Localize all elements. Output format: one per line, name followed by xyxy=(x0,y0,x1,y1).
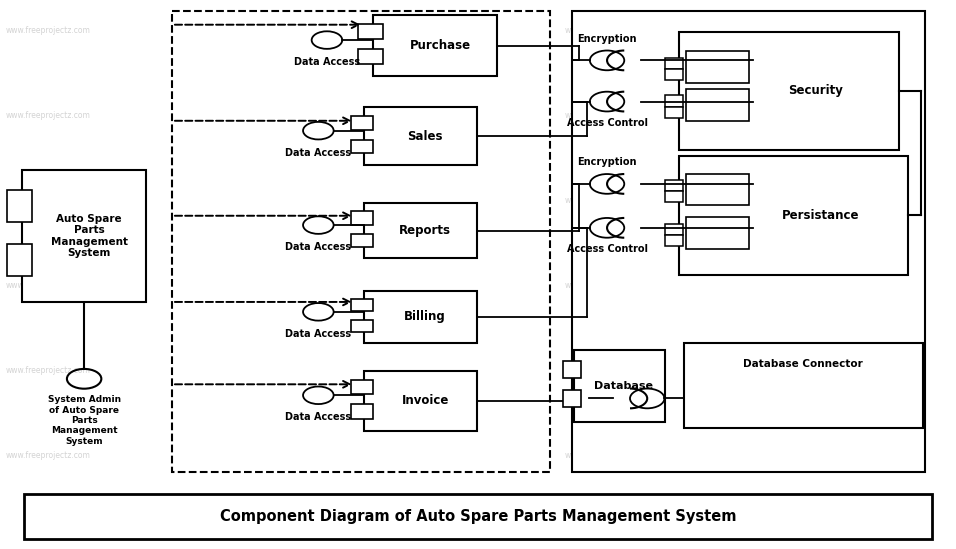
Bar xyxy=(574,350,665,422)
Text: www.freeprojectz.com: www.freeprojectz.com xyxy=(565,281,649,290)
Bar xyxy=(686,89,749,121)
Bar xyxy=(664,69,684,80)
Text: www.freeprojectz.com: www.freeprojectz.com xyxy=(6,26,90,35)
Bar xyxy=(351,139,373,153)
Bar xyxy=(664,107,684,118)
Text: Data Access: Data Access xyxy=(285,329,352,339)
Bar xyxy=(563,361,581,378)
Text: Access Control: Access Control xyxy=(567,118,647,128)
Text: www.freeprojectz.com: www.freeprojectz.com xyxy=(6,111,90,120)
Bar xyxy=(664,180,684,191)
Text: www.freeprojectz.com: www.freeprojectz.com xyxy=(379,26,463,35)
Text: www.freeprojectz.com: www.freeprojectz.com xyxy=(751,111,836,120)
Text: Purchase: Purchase xyxy=(409,39,470,52)
Bar xyxy=(24,494,932,539)
Text: www.freeprojectz.com: www.freeprojectz.com xyxy=(565,196,649,205)
Bar xyxy=(664,235,684,246)
Bar xyxy=(686,173,749,205)
Text: www.freeprojectz.com: www.freeprojectz.com xyxy=(192,281,276,290)
Text: www.freeprojectz.com: www.freeprojectz.com xyxy=(751,196,836,205)
Text: www.freeprojectz.com: www.freeprojectz.com xyxy=(565,26,649,35)
Text: www.freeprojectz.com: www.freeprojectz.com xyxy=(751,26,836,35)
Text: www.freeprojectz.com: www.freeprojectz.com xyxy=(192,451,276,460)
Bar xyxy=(664,58,684,69)
Text: Database Connector: Database Connector xyxy=(743,360,863,369)
Text: www.freeprojectz.com: www.freeprojectz.com xyxy=(6,281,90,290)
Text: www.freeprojectz.com: www.freeprojectz.com xyxy=(379,451,463,460)
Text: www.freeprojectz.com: www.freeprojectz.com xyxy=(6,366,90,375)
Text: www.freeprojectz.com: www.freeprojectz.com xyxy=(751,451,836,460)
Bar xyxy=(572,11,925,472)
Bar xyxy=(664,223,684,235)
Text: Sales: Sales xyxy=(407,130,443,143)
Text: Data Access: Data Access xyxy=(285,148,352,158)
Text: Security: Security xyxy=(788,85,842,97)
Text: Encryption: Encryption xyxy=(577,158,637,167)
Text: www.freeprojectz.com: www.freeprojectz.com xyxy=(751,366,836,375)
Text: Reports: Reports xyxy=(400,224,451,237)
Text: Invoice: Invoice xyxy=(402,394,448,407)
Text: www.freeprojectz.com: www.freeprojectz.com xyxy=(565,366,649,375)
Text: Encryption: Encryption xyxy=(577,34,637,44)
Text: www.freeprojectz.com: www.freeprojectz.com xyxy=(379,196,463,205)
Bar xyxy=(358,25,382,39)
Bar xyxy=(686,52,749,83)
Text: Component Diagram of Auto Spare Parts Management System: Component Diagram of Auto Spare Parts Ma… xyxy=(220,509,736,524)
Bar xyxy=(358,49,382,64)
Text: www.freeprojectz.com: www.freeprojectz.com xyxy=(379,111,463,120)
Bar xyxy=(686,217,749,249)
Text: www.freeprojectz.com: www.freeprojectz.com xyxy=(192,196,276,205)
Bar xyxy=(664,96,684,107)
Text: www.freeprojectz.com: www.freeprojectz.com xyxy=(192,366,276,375)
Text: Data Access: Data Access xyxy=(293,57,360,67)
Text: www.freeprojectz.com: www.freeprojectz.com xyxy=(565,451,649,460)
Text: Access Control: Access Control xyxy=(567,244,647,254)
Bar xyxy=(351,211,373,225)
Text: www.freeprojectz.com: www.freeprojectz.com xyxy=(6,196,90,205)
Text: Data Access: Data Access xyxy=(285,242,352,252)
Bar xyxy=(364,291,477,343)
Bar xyxy=(351,379,373,394)
Text: Auto Spare
Parts
Management
System: Auto Spare Parts Management System xyxy=(51,214,127,259)
Bar xyxy=(679,156,908,274)
Bar xyxy=(563,390,581,407)
Text: Database: Database xyxy=(594,381,653,391)
Bar xyxy=(364,108,477,165)
Bar xyxy=(351,320,373,333)
Bar xyxy=(684,343,923,428)
Text: Data Access: Data Access xyxy=(285,412,352,422)
Text: Persistance: Persistance xyxy=(782,209,859,222)
Text: www.freeprojectz.com: www.freeprojectz.com xyxy=(192,26,276,35)
Bar xyxy=(351,405,373,419)
Bar xyxy=(364,203,477,258)
Text: www.freeprojectz.com: www.freeprojectz.com xyxy=(6,451,90,460)
Bar xyxy=(364,371,477,431)
Bar xyxy=(172,11,550,472)
Bar xyxy=(22,170,146,302)
Text: System Admin
of Auto Spare
Parts
Management
System: System Admin of Auto Spare Parts Managem… xyxy=(48,395,120,446)
Bar xyxy=(664,191,684,202)
Text: Billing: Billing xyxy=(404,310,446,323)
Bar xyxy=(679,32,899,150)
Bar xyxy=(351,116,373,130)
Bar xyxy=(351,299,373,311)
Bar xyxy=(351,234,373,247)
Text: www.freeprojectz.com: www.freeprojectz.com xyxy=(379,366,463,375)
Text: www.freeprojectz.com: www.freeprojectz.com xyxy=(379,281,463,290)
Bar xyxy=(7,244,32,276)
Bar xyxy=(7,190,32,222)
Text: www.freeprojectz.com: www.freeprojectz.com xyxy=(751,281,836,290)
Text: www.freeprojectz.com: www.freeprojectz.com xyxy=(192,111,276,120)
Text: www.freeprojectz.com: www.freeprojectz.com xyxy=(565,111,649,120)
Bar xyxy=(373,15,497,76)
